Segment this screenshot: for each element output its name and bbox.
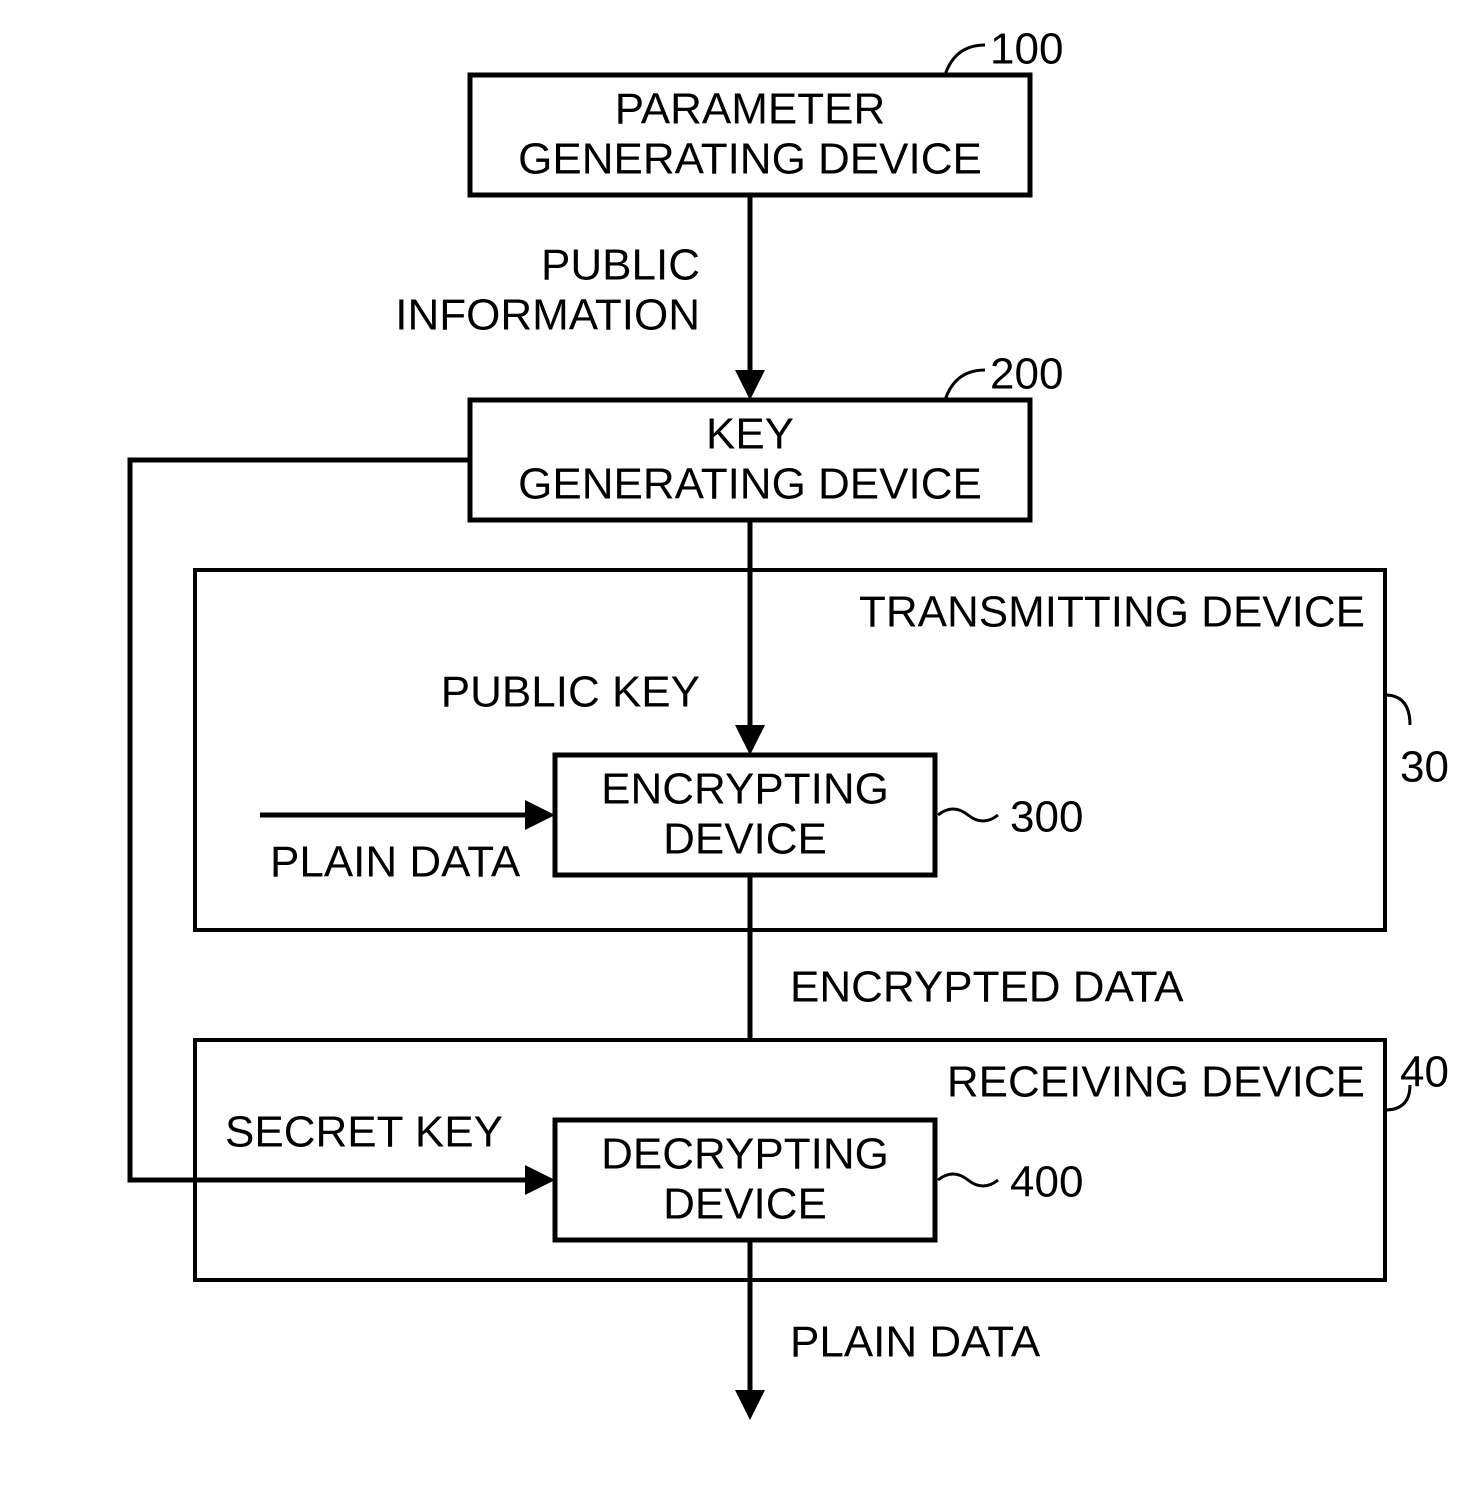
container-transmitting-device-label: TRANSMITTING DEVICE	[859, 588, 1365, 637]
edge-label-plain-data-out: PLAIN DATA	[790, 1318, 1041, 1367]
node-key-generating-device-label-1: KEY	[706, 410, 794, 459]
node-parameter-generating-device-label-2: GENERATING DEVICE	[518, 135, 982, 184]
edge-label-public-information-2: INFORMATION	[395, 291, 700, 340]
encryption-flow-diagram: PARAMETER GENERATING DEVICE 100 PUBLIC I…	[0, 0, 1482, 1487]
container-receiving-device-label: RECEIVING DEVICE	[947, 1058, 1365, 1107]
ref-hook-100	[945, 45, 985, 75]
node-parameter-generating-device-label-1: PARAMETER	[615, 85, 886, 134]
ref-hook-30	[1385, 695, 1410, 725]
ref-label-40: 40	[1400, 1048, 1449, 1097]
ref-hook-200	[945, 370, 985, 400]
node-encrypting-device-label-2: DEVICE	[663, 815, 827, 864]
node-decrypting-device-label-1: DECRYPTING	[601, 1130, 889, 1179]
edge-label-encrypted-data: ENCRYPTED DATA	[790, 963, 1184, 1012]
node-encrypting-device-label-1: ENCRYPTING	[601, 765, 889, 814]
edge-label-public-key: PUBLIC KEY	[441, 668, 700, 717]
ref-label-300: 300	[1010, 793, 1083, 842]
edge-label-public-information-1: PUBLIC	[541, 241, 700, 290]
node-decrypting-device-label-2: DEVICE	[663, 1180, 827, 1229]
ref-label-200: 200	[990, 350, 1063, 399]
edge-label-plain-data-in: PLAIN DATA	[270, 838, 521, 887]
ref-label-30: 30	[1400, 743, 1449, 792]
ref-label-400: 400	[1010, 1158, 1083, 1207]
node-key-generating-device-label-2: GENERATING DEVICE	[518, 460, 982, 509]
ref-label-100: 100	[990, 25, 1063, 74]
edge-label-secret-key: SECRET KEY	[225, 1108, 503, 1157]
